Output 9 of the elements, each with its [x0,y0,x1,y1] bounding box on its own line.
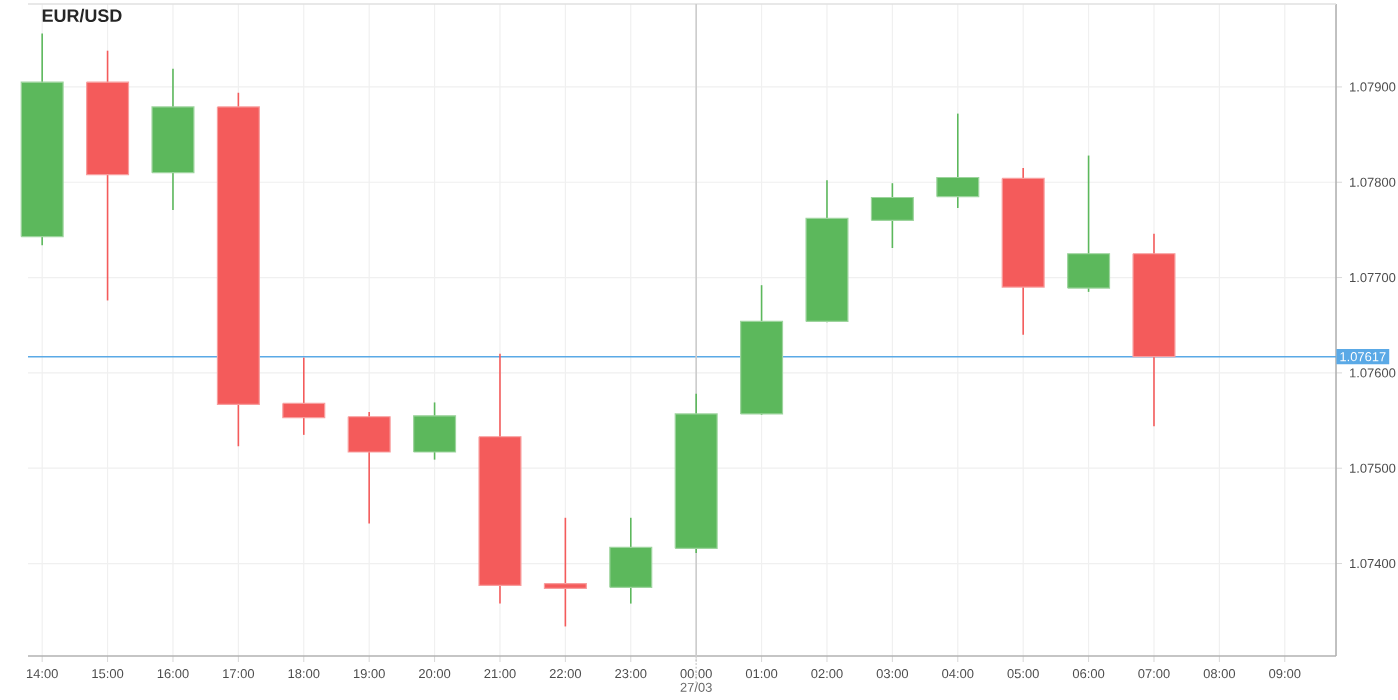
candlestick [609,516,653,605]
chart-title: EUR/USD [42,8,122,23]
candlestick [870,182,914,249]
candlestick [413,401,457,461]
candlestick [1067,154,1111,293]
candlestick [282,356,326,436]
candlestick [347,411,391,525]
candlestick [543,516,587,628]
candlestick [936,112,980,209]
